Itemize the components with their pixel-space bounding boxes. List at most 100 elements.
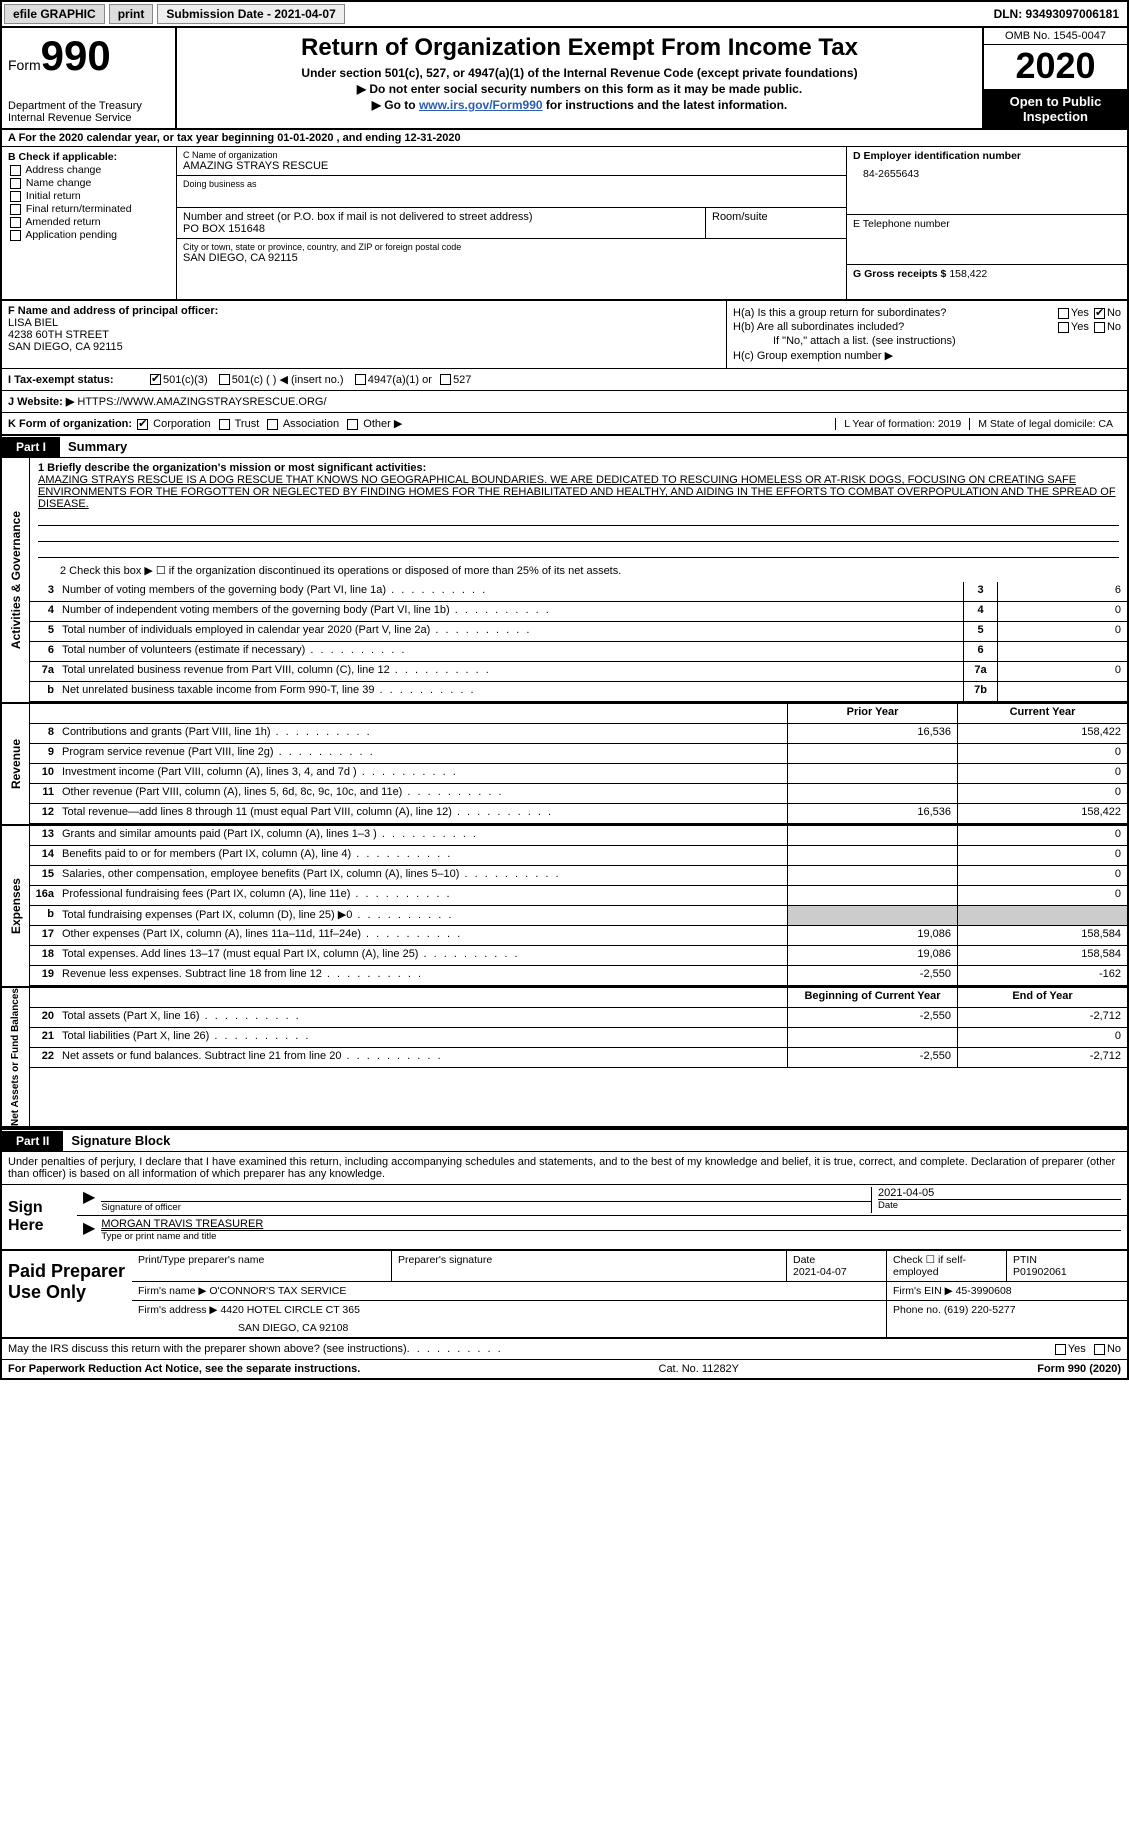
row-desc: Total unrelated business revenue from Pa… [58,662,963,681]
k-option[interactable]: Corporation [135,418,217,430]
current-value: 0 [957,826,1127,845]
signature-field[interactable]: Signature of officer [101,1187,871,1213]
current-value: 0 [957,744,1127,763]
form-990-page: efile GRAPHIC print Submission Date - 20… [0,0,1129,1380]
current-value: 158,584 [957,926,1127,945]
prior-value: -2,550 [787,1008,957,1027]
data-row: 13Grants and similar amounts paid (Part … [30,826,1127,846]
h-c-row: H(c) Group exemption number ▶ [733,349,1121,362]
mission-label: 1 Briefly describe the organization's mi… [38,462,1119,474]
row-box: 7a [963,662,997,681]
city-value: SAN DIEGO, CA 92115 [183,252,840,264]
footer-right: Form 990 (2020) [1037,1363,1121,1375]
row-number: 6 [30,642,58,661]
subtitle-3-pre: ▶ Go to [372,98,419,112]
print-button[interactable]: print [109,4,154,24]
blank-line-2 [38,528,1119,542]
gross-receipts-cell: G Gross receipts $ 158,422 [847,265,1127,299]
revenue-header-row: Prior Year Current Year [30,704,1127,724]
row-number: b [30,682,58,701]
discuss-no-label: No [1107,1343,1121,1355]
header-left: Form990 Department of the Treasury Inter… [2,28,177,128]
signature-line: ▶ Signature of officer 2021-04-05 Date [77,1185,1127,1216]
prior-value: 16,536 [787,724,957,743]
address-cell: Number and street (or P.O. box if mail i… [177,208,706,238]
discuss-yes-label: Yes [1068,1343,1086,1355]
discuss-yes-checkbox[interactable] [1055,1344,1066,1355]
rev-hdr-spacer [30,704,58,723]
col-b-option[interactable]: Address change [8,164,170,176]
col-b-option[interactable]: Amended return [8,216,170,228]
org-name-value: AMAZING STRAYS RESCUE [183,160,840,172]
form-label: Form [8,57,41,73]
room-label: Room/suite [712,211,840,223]
sign-date-caption: Date [878,1199,1121,1211]
header-center: Return of Organization Exempt From Incom… [177,28,982,128]
irs-link[interactable]: www.irs.gov/Form990 [419,98,543,112]
sign-here-label: Sign Here [2,1185,77,1249]
discuss-no-checkbox[interactable] [1094,1344,1105,1355]
h-b-label: H(b) Are all subordinates included? [733,321,904,333]
end-year-header: End of Year [957,988,1127,1007]
gross-receipts-label: G Gross receipts $ [853,268,946,280]
current-value: 0 [957,846,1127,865]
row-number: 14 [30,846,58,865]
col-b-option[interactable]: Name change [8,177,170,189]
h-b-no-checkbox[interactable] [1094,322,1105,333]
row-number: 16a [30,886,58,905]
current-value [957,906,1127,925]
h-a-yes-checkbox[interactable] [1058,308,1069,319]
row-desc: Investment income (Part VIII, column (A)… [58,764,787,783]
row-box: 5 [963,622,997,641]
row-number: 13 [30,826,58,845]
data-row: 14Benefits paid to or for members (Part … [30,846,1127,866]
col-b-option[interactable]: Application pending [8,229,170,241]
h-block: H(a) Is this a group return for subordin… [727,301,1127,368]
f-label: F Name and address of principal officer: [8,305,720,317]
k-option[interactable]: Association [265,418,345,430]
row-desc: Professional fundraising fees (Part IX, … [58,886,787,905]
h-b-yes-checkbox[interactable] [1058,322,1069,333]
row-number: 18 [30,946,58,965]
h-b-note: If "No," attach a list. (see instruction… [733,335,1121,347]
governance-row: 4Number of independent voting members of… [30,602,1127,622]
row-desc: Total fundraising expenses (Part IX, col… [58,906,787,925]
f-block: F Name and address of principal officer:… [2,301,727,368]
row-number: 8 [30,724,58,743]
prior-value: 16,536 [787,804,957,823]
row-desc: Number of voting members of the governin… [58,582,963,601]
l-year-formation: L Year of formation: 2019 [835,418,969,430]
current-value: 0 [957,866,1127,885]
k-option[interactable]: Trust [217,418,266,430]
name-field: MORGAN TRAVIS TREASURER Type or print na… [101,1218,1121,1242]
firm-phone-cell: Phone no. (619) 220-5277 [887,1301,1127,1337]
h-b-yes-label: Yes [1071,321,1089,333]
revenue-section: Revenue Prior Year Current Year 8Contrib… [2,704,1127,826]
data-row: bTotal fundraising expenses (Part IX, co… [30,906,1127,926]
city-label: City or town, state or province, country… [183,242,840,252]
i-tax-status-row: I Tax-exempt status: 501(c)(3) 501(c) ( … [2,369,1127,391]
i-527-checkbox[interactable] [440,374,451,385]
discuss-label: May the IRS discuss this return with the… [8,1343,407,1355]
na-hdr-desc [58,988,787,1007]
h-a-no-checkbox[interactable] [1094,308,1105,319]
efile-graphic-button[interactable]: efile GRAPHIC [4,4,105,24]
i-label: I Tax-exempt status: [8,374,148,386]
col-b-option[interactable]: Final return/terminated [8,203,170,215]
i-4947-checkbox[interactable] [355,374,366,385]
preparer-date-col: Date 2021-04-07 [787,1251,887,1281]
prior-value: -2,550 [787,966,957,985]
prior-value [787,906,957,925]
i-501c-checkbox[interactable] [219,374,230,385]
col-b-option[interactable]: Initial return [8,190,170,202]
governance-row: 5Total number of individuals employed in… [30,622,1127,642]
revenue-rows: Prior Year Current Year 8Contributions a… [30,704,1127,824]
i-501c-label: 501(c) ( ) ◀ (insert no.) [232,373,344,386]
i-501c3-checkbox[interactable] [150,374,161,385]
row-a-period: A For the 2020 calendar year, or tax yea… [2,130,1127,147]
governance-row: 3Number of voting members of the governi… [30,582,1127,602]
revenue-side-label: Revenue [2,704,30,824]
k-option[interactable]: Other ▶ [345,418,408,430]
governance-row: 7aTotal unrelated business revenue from … [30,662,1127,682]
arrow-icon-2: ▶ [83,1218,95,1242]
